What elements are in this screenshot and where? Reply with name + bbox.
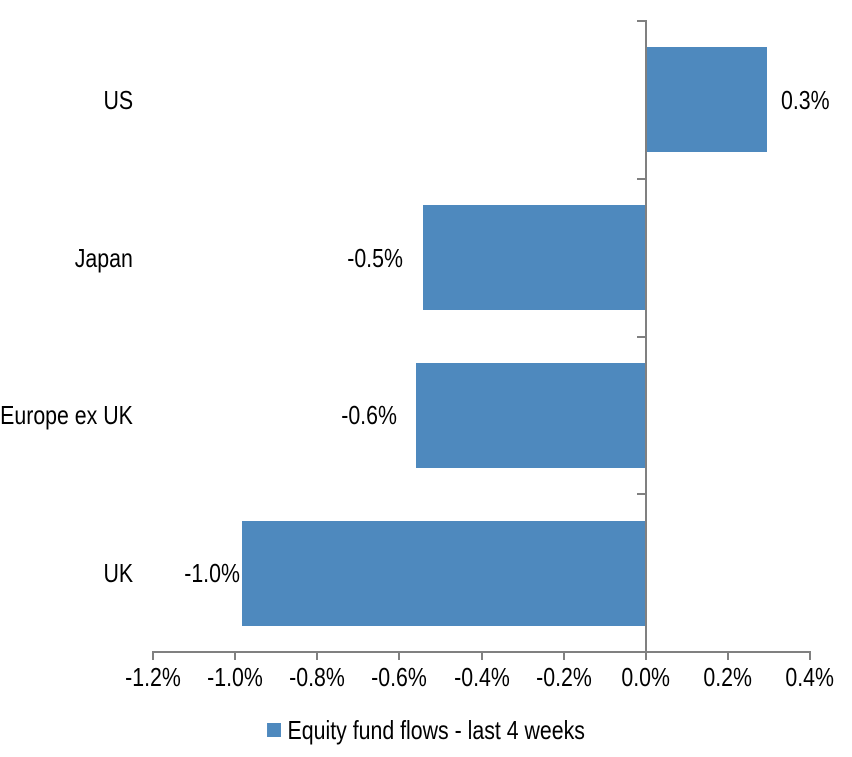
data-label-europe-ex-uk: -0.6% <box>329 402 397 428</box>
value-axis-tick-label-text: 0.2% <box>703 662 753 692</box>
category-label-japan: Japan <box>62 245 133 271</box>
value-axis-tick <box>398 652 401 660</box>
category-axis-tick <box>636 177 646 180</box>
value-axis-tick-label-text: -0.6% <box>371 662 428 692</box>
category-label-uk-text: UK <box>103 558 133 589</box>
data-label-uk-text: -1.0% <box>184 558 240 589</box>
value-axis-tick <box>152 652 154 660</box>
value-axis-tick <box>809 652 811 660</box>
category-label-us-text: US <box>103 84 133 115</box>
value-axis-tick-label-text: -1.2% <box>125 662 181 692</box>
value-axis-tick-label-text: 0.0% <box>621 662 671 692</box>
value-axis-tick-label-text: -0.2% <box>535 662 592 692</box>
value-axis-tick <box>480 652 483 660</box>
value-axis-tick-label-text: -0.4% <box>453 662 510 692</box>
category-label-europe-ex-uk: Europe ex UK <box>0 402 133 428</box>
legend-label: Equity fund flows - last 4 weeks <box>287 715 585 745</box>
category-label-europe-ex-uk-text: Europe ex UK <box>0 400 133 431</box>
category-label-uk: UK <box>97 560 133 586</box>
value-axis-tick-label: 0.4% <box>740 664 852 690</box>
category-axis-line <box>644 20 647 654</box>
data-label-japan: -0.5% <box>335 245 403 271</box>
data-label-europe-ex-uk-text: -0.6% <box>341 400 397 431</box>
value-axis-tick-label-text: 0.4% <box>785 662 835 692</box>
value-axis-tick <box>644 652 647 660</box>
data-label-us-text: 0.3% <box>780 84 830 115</box>
bar-us <box>645 47 767 153</box>
value-axis-tick-label: -0.4% <box>412 664 552 690</box>
value-axis-tick <box>316 652 319 660</box>
value-axis-tick-label: 0.2% <box>658 664 798 690</box>
value-axis-tick <box>726 652 729 660</box>
value-axis-tick-label: -0.6% <box>329 664 469 690</box>
value-axis-tick-label-text: -0.8% <box>289 662 346 692</box>
legend-swatch <box>267 723 281 737</box>
category-axis-tick <box>636 493 646 496</box>
bar-europe-ex-uk <box>415 362 646 468</box>
value-axis-tick-label: -1.0% <box>165 664 305 690</box>
value-axis-tick-label: -1.2% <box>83 664 223 690</box>
category-axis-tick <box>636 20 646 22</box>
category-label-japan-text: Japan <box>74 242 133 273</box>
value-axis-tick-label: -0.2% <box>494 664 634 690</box>
value-axis-tick <box>234 652 237 660</box>
value-axis-tick-label: 0.0% <box>576 664 716 690</box>
data-label-uk: -1.0% <box>172 560 240 586</box>
data-label-us: 0.3% <box>781 87 840 113</box>
legend: Equity fund flows - last 4 weeks <box>267 716 585 744</box>
bar-japan <box>422 205 646 311</box>
category-axis-tick <box>636 335 646 338</box>
value-axis-tick-label: -0.8% <box>247 664 387 690</box>
value-axis-tick <box>562 652 565 660</box>
data-label-japan-text: -0.5% <box>347 242 403 273</box>
value-axis-tick-label-text: -1.0% <box>207 662 263 692</box>
bar-uk <box>241 520 646 626</box>
category-label-us: US <box>97 87 133 113</box>
